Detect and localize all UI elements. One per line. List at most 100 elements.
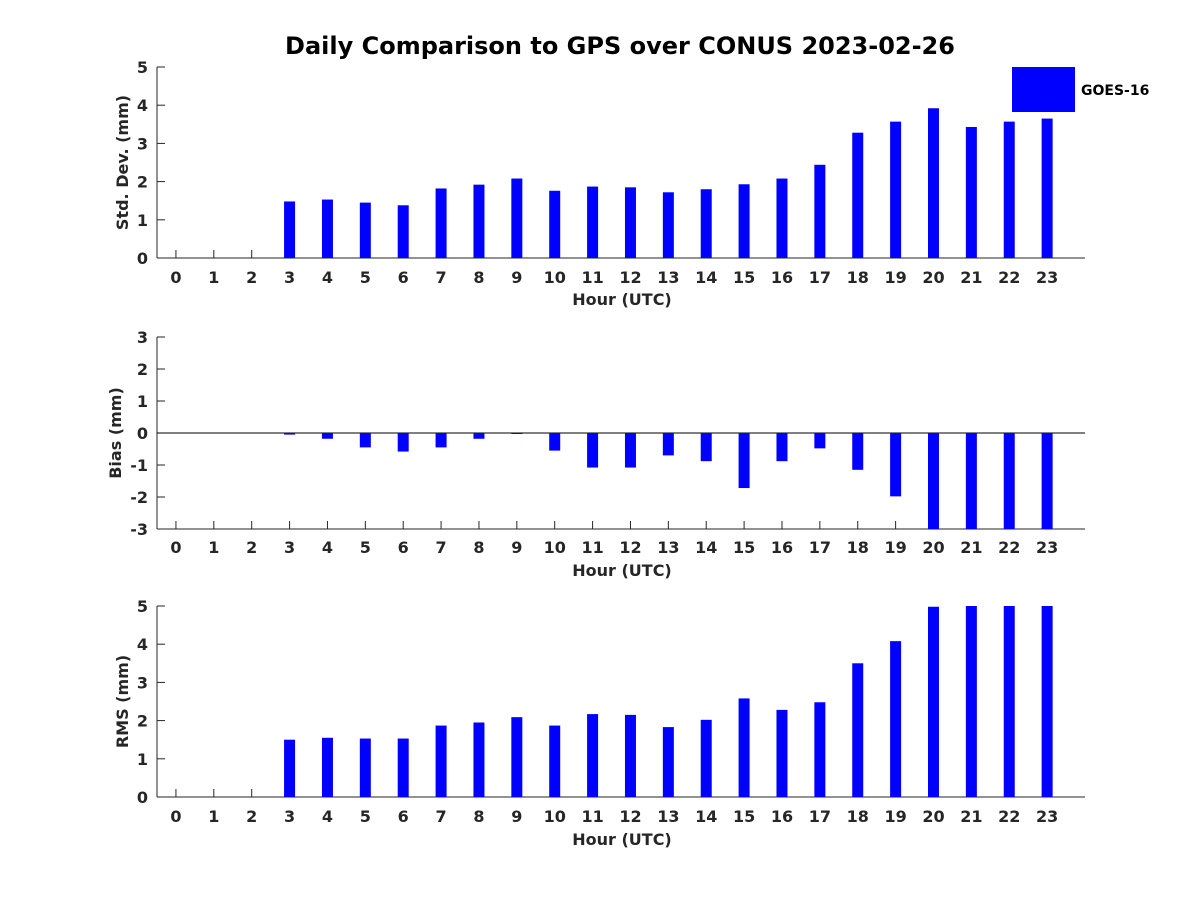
std-dev-x-axis-label: Hour (UTC) [572,290,672,309]
std-dev-x-tick-label: 9 [511,268,522,287]
bias-x-tick-label: 8 [473,538,484,557]
rms-bar [890,641,902,797]
bias-x-axis-label: Hour (UTC) [572,561,672,580]
bias-bar [435,433,447,448]
std-dev-x-tick-label: 4 [322,268,333,287]
std-dev-bar [359,202,371,258]
rms-bar [397,738,409,797]
rms-x-tick-label: 22 [998,807,1020,826]
rms-x-tick-label: 10 [544,807,566,826]
bias-x-tick-label: 4 [322,538,333,557]
rms-x-tick-label: 0 [170,807,181,826]
std-dev-y-tick-label: 1 [137,211,148,230]
std-dev-bar [662,192,674,258]
bias-x-tick-label: 3 [284,538,295,557]
bias-y-axis-label: Bias (mm) [106,387,125,479]
std-dev-x-tick-label: 5 [360,268,371,287]
std-dev-bar [511,178,523,258]
bias-y-tick-label: -3 [130,520,148,539]
bias-x-tick-label: 21 [960,538,982,557]
std-dev-bar [587,186,599,258]
std-dev-bar [1003,121,1015,258]
rms-x-tick-label: 12 [619,807,641,826]
std-dev-x-tick-label: 15 [733,268,755,287]
rms-x-tick-label: 19 [884,807,906,826]
bias-x-tick-label: 17 [809,538,831,557]
bias-bar [587,433,599,468]
bias-y-tick-label: 2 [137,360,148,379]
rms-x-tick-label: 13 [657,807,679,826]
std-dev-bar [776,178,788,258]
rms-bar [965,606,977,797]
std-dev-y-tick-label: 0 [137,249,148,268]
rms-bar [700,719,712,797]
rms-x-tick-label: 1 [208,807,219,826]
bias-bar [700,433,712,462]
rms-y-axis-label: RMS (mm) [113,655,132,748]
bias-bar [1003,433,1015,529]
bias-x-tick-label: 7 [436,538,447,557]
legend-swatch-goes-16 [1012,67,1075,112]
std-dev-bar [890,121,902,258]
std-dev-bar [321,199,333,258]
bias-x-tick-label: 19 [884,538,906,557]
bias-bar [321,433,333,439]
std-dev-y-tick-label: 2 [137,173,148,192]
bias-x-tick-label: 14 [695,538,717,557]
rms-x-tick-label: 6 [398,807,409,826]
rms-x-tick-label: 2 [246,807,257,826]
bias-x-tick-label: 10 [544,538,566,557]
bias-x-tick-label: 23 [1036,538,1058,557]
rms-bar [852,663,864,797]
rms-y-tick-label: 2 [137,712,148,731]
std-dev-x-tick-label: 13 [657,268,679,287]
std-dev-x-tick-label: 12 [619,268,641,287]
bias-bar [776,433,788,462]
std-dev-bar [852,132,864,258]
rms-x-tick-label: 7 [436,807,447,826]
rms-bar [738,698,750,797]
rms-x-tick-label: 23 [1036,807,1058,826]
std-dev-bar [927,108,939,258]
std-dev-x-tick-label: 8 [473,268,484,287]
std-dev-x-tick-label: 20 [922,268,944,287]
bias-y-tick-label: 0 [137,424,148,443]
rms-bar [776,709,788,797]
bias-y-tick-label: -1 [130,456,148,475]
std-dev-bar [700,189,712,258]
rms-bar [473,722,485,797]
bias-bar [662,433,674,456]
bias-x-tick-label: 5 [360,538,371,557]
bias-bar [359,433,371,448]
std-dev-x-tick-label: 1 [208,268,219,287]
rms-x-tick-label: 3 [284,807,295,826]
legend-label-goes-16: GOES-16 [1081,83,1149,99]
std-dev-x-tick-label: 10 [544,268,566,287]
bias-bar [1041,433,1053,529]
bias-bar [624,433,636,468]
bias-y-tick-label: 3 [137,328,148,347]
rms-bar [549,725,561,797]
rms-x-tick-label: 14 [695,807,717,826]
bias-x-tick-label: 11 [581,538,603,557]
std-dev-bar [473,184,485,258]
std-dev-x-tick-label: 2 [246,268,257,287]
std-dev-x-tick-label: 18 [847,268,869,287]
bias-x-tick-label: 15 [733,538,755,557]
std-dev-x-tick-label: 21 [960,268,982,287]
rms-bar [624,714,636,797]
bias-y-tick-label: -2 [130,488,148,507]
std-dev-x-tick-label: 7 [436,268,447,287]
std-dev-x-tick-label: 23 [1036,268,1058,287]
bias-x-tick-label: 12 [619,538,641,557]
legend: GOES-16 [1012,67,1149,112]
rms-x-axis-label: Hour (UTC) [572,830,672,849]
rms-bar [927,606,939,797]
bias-x-tick-label: 2 [246,538,257,557]
bias-x-tick-label: 6 [398,538,409,557]
std-dev-y-tick-label: 4 [137,96,148,115]
rms-bar [1003,606,1015,797]
std-dev-y-tick-label: 3 [137,134,148,153]
